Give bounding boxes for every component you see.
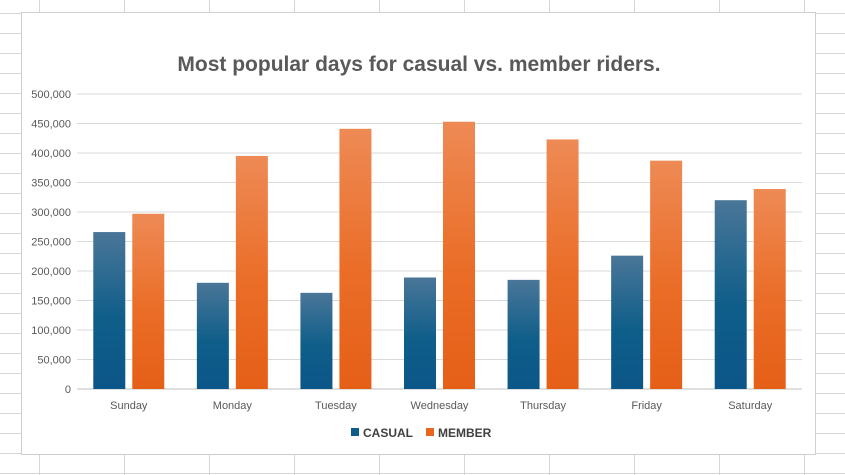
bar-member-friday xyxy=(650,160,683,389)
x-tick-label: Friday xyxy=(631,400,662,412)
legend-label-casual: CASUAL xyxy=(363,426,413,440)
bar-casual-saturday xyxy=(714,200,747,389)
bar-member-saturday xyxy=(753,188,786,389)
bar-chart: Most popular days for casual vs. member … xyxy=(31,53,802,440)
y-tick-label: 500,000 xyxy=(31,89,71,101)
bar-casual-wednesday xyxy=(404,277,436,389)
x-tick-label: Wednesday xyxy=(411,400,469,412)
y-tick-label: 400,000 xyxy=(31,148,71,160)
y-tick-label: 200,000 xyxy=(31,266,71,278)
y-tick-label: 0 xyxy=(65,384,71,396)
legend-label-member: MEMBER xyxy=(438,426,492,440)
y-tick-label: 150,000 xyxy=(31,296,71,308)
bar-casual-friday xyxy=(611,255,644,389)
x-axis-ticks: Sunday Monday Tuesday Wednesday Thursday Frid… xyxy=(110,400,773,412)
x-tick-label: Saturday xyxy=(728,400,773,412)
x-tick-label: Sunday xyxy=(110,400,148,412)
bar-member-wednesday xyxy=(443,121,475,389)
y-tick-label: 250,000 xyxy=(31,237,71,249)
bar-member-monday xyxy=(235,155,268,389)
y-tick-label: 300,000 xyxy=(31,207,71,219)
bar-casual-thursday xyxy=(507,279,540,389)
bar-member-tuesday xyxy=(339,128,372,389)
x-tick-label: Monday xyxy=(213,400,253,412)
bar-member-sunday xyxy=(132,213,165,389)
chart-title: Most popular days for casual vs. member … xyxy=(177,53,660,76)
chart-area[interactable]: Most popular days for casual vs. member … xyxy=(21,12,816,455)
legend-swatch-member xyxy=(426,428,434,436)
x-tick-label: Tuesday xyxy=(315,400,357,412)
legend: CASUAL MEMBER xyxy=(351,426,492,440)
y-tick-label: 350,000 xyxy=(31,178,71,190)
y-tick-label: 100,000 xyxy=(31,325,71,337)
y-tick-label: 450,000 xyxy=(31,119,71,131)
bar-casual-tuesday xyxy=(300,292,333,389)
x-tick-label: Thursday xyxy=(520,400,566,412)
bar-casual-monday xyxy=(196,282,229,389)
bars xyxy=(93,121,786,389)
bar-casual-sunday xyxy=(93,232,126,389)
y-tick-label: 50,000 xyxy=(37,355,71,367)
bar-member-thursday xyxy=(546,139,579,389)
y-axis-ticks: 0 50,000 100,000 150,000 200,000 250,000 300,0… xyxy=(31,89,71,396)
legend-swatch-casual xyxy=(351,428,359,436)
gridlines xyxy=(77,93,802,390)
